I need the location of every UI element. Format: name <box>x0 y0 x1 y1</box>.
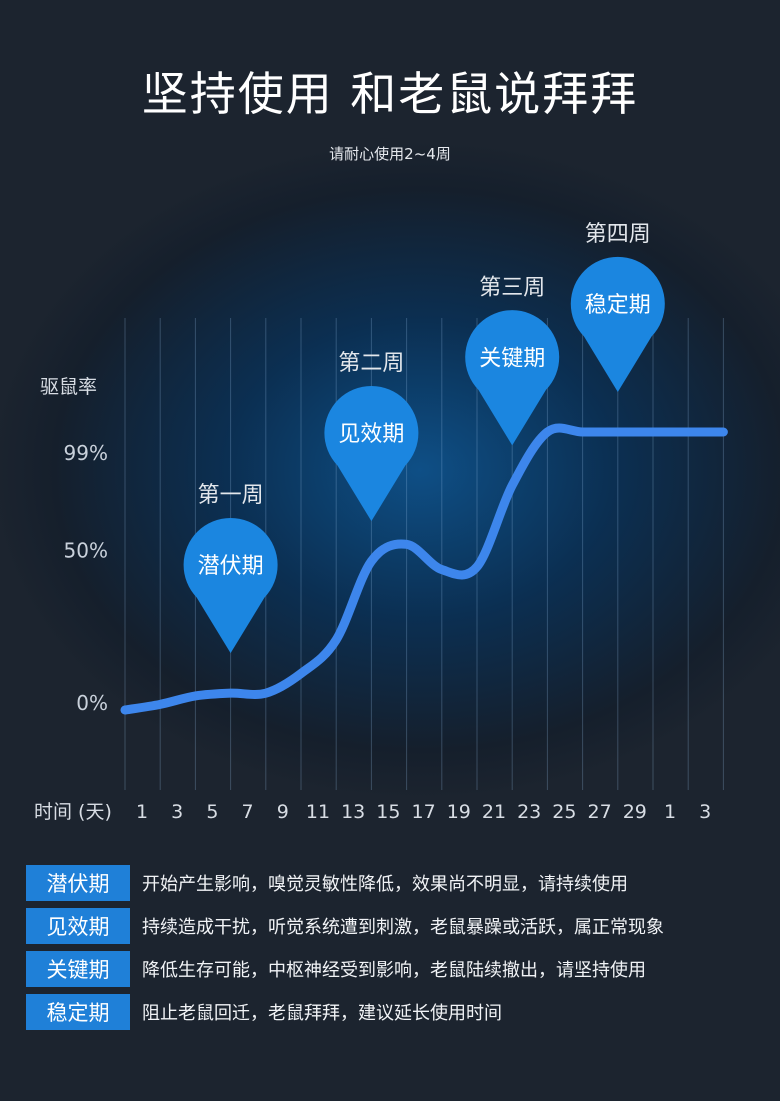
x-tick-label: 11 <box>306 801 330 823</box>
phase-label: 见效期 <box>338 422 404 447</box>
x-tick-label: 23 <box>517 801 541 823</box>
pin-shape <box>324 385 419 522</box>
x-tick-label: 1 <box>664 801 676 823</box>
x-tick-label: 9 <box>277 801 289 823</box>
legend-row-critical: 关键期 降低生存可能，中枢神经受到影响，老鼠陆续撤出，请坚持使用 <box>26 948 766 990</box>
legend-desc: 降低生存可能，中枢神经受到影响，老鼠陆续撤出，请坚持使用 <box>142 960 646 981</box>
x-tick-label: 3 <box>171 801 183 823</box>
page-title: 坚持使用 和老鼠说拜拜 <box>141 67 639 121</box>
x-tick-label: 5 <box>206 801 218 823</box>
y-tick-label: 99% <box>64 441 108 465</box>
legend-desc: 持续造成干扰，听觉系统遭到刺激，老鼠暴躁或活跃，属正常现象 <box>142 917 664 938</box>
legend-desc: 阻止老鼠回迁，老鼠拜拜，建议延长使用时间 <box>142 1003 502 1024</box>
x-tick-label: 15 <box>376 801 400 823</box>
x-tick-label: 21 <box>482 801 506 823</box>
x-axis-label: 时间 (天) <box>34 801 112 823</box>
y-tick-label: 50% <box>64 539 108 563</box>
page-subtitle: 请耐心使用2~4周 <box>329 145 451 163</box>
pin-shape <box>570 256 665 392</box>
x-tick-label: 3 <box>699 801 711 823</box>
x-tick-label: 17 <box>412 801 436 823</box>
legend-tag: 关键期 <box>26 951 130 987</box>
x-tick-label: 29 <box>623 801 647 823</box>
legend-desc: 开始产生影响，嗅觉灵敏性降低，效果尚不明显，请持续使用 <box>142 874 628 895</box>
x-tick-label: 27 <box>588 801 612 823</box>
chart: 驱鼠率 时间 (天) 99%50%0% 1 3 5 7 9 11 13 15 17 19 21 23 2… <box>34 222 728 823</box>
pin-shape <box>465 310 560 446</box>
y-tick-label: 0% <box>76 691 108 715</box>
series-line <box>120 423 728 715</box>
week-label: 第一周 <box>198 483 264 508</box>
legend-tag: 稳定期 <box>26 994 130 1030</box>
phase-label: 潜伏期 <box>198 554 264 579</box>
x-tick-label: 1 <box>136 801 148 823</box>
legend: 潜伏期 开始产生影响，嗅觉灵敏性降低，效果尚不明显，请持续使用 见效期 持续造成… <box>26 862 766 1034</box>
legend-row-effective: 见效期 持续造成干扰，听觉系统遭到刺激，老鼠暴躁或活跃，属正常现象 <box>26 905 766 947</box>
legend-row-incubation: 潜伏期 开始产生影响，嗅觉灵敏性降低，效果尚不明显，请持续使用 <box>26 862 766 904</box>
phase-label: 关键期 <box>479 346 545 371</box>
x-tick-label: 25 <box>552 801 576 823</box>
x-tick-label: 13 <box>341 801 365 823</box>
phase-label: 稳定期 <box>585 293 651 318</box>
week-label: 第四周 <box>585 222 651 247</box>
legend-tag: 潜伏期 <box>26 865 130 901</box>
y-axis-label: 驱鼠率 <box>40 376 97 398</box>
legend-tag: 见效期 <box>26 908 130 944</box>
legend-row-stable: 稳定期 阻止老鼠回迁，老鼠拜拜，建议延长使用时间 <box>26 991 766 1033</box>
pin-shape <box>183 517 278 654</box>
x-tick-label: 19 <box>447 801 471 823</box>
week-label: 第三周 <box>479 275 545 300</box>
x-tick-label: 7 <box>242 801 254 823</box>
week-label: 第二周 <box>338 351 404 376</box>
